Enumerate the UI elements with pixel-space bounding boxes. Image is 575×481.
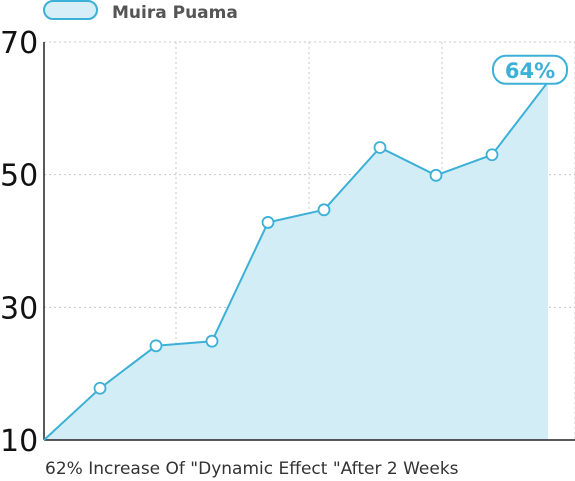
data-point [317, 203, 331, 217]
data-point [373, 141, 387, 154]
y-tick-label: 30 [0, 291, 38, 326]
value-callout: 64% [492, 54, 568, 85]
data-point [93, 381, 107, 395]
data-point [485, 148, 499, 162]
area-fill [44, 81, 548, 441]
callout-text: 64% [505, 59, 555, 83]
data-points [93, 141, 499, 395]
series-line [43, 81, 549, 441]
legend: Muira Puama [43, 0, 238, 23]
data-point [205, 334, 219, 348]
legend-label: Muira Puama [112, 3, 238, 23]
data-point [429, 168, 443, 182]
x-axis-label: 62% Increase Of "Dynamic Effect "After 2… [45, 459, 459, 479]
callout-box [492, 54, 568, 85]
y-tick-label: 70 [0, 26, 38, 61]
y-tick-label: 10 [0, 424, 38, 459]
y-tick-label: 50 [0, 159, 38, 194]
data-point [261, 216, 275, 229]
axes [43, 42, 575, 441]
legend-swatch [43, 0, 98, 20]
data-point [149, 339, 163, 353]
y-tick-labels: 10 30 50 70 [0, 26, 38, 459]
